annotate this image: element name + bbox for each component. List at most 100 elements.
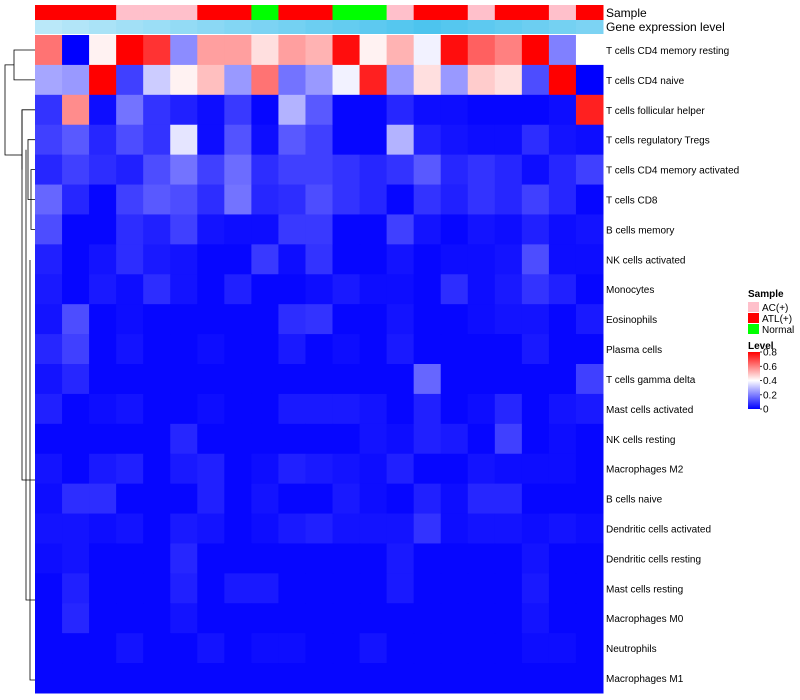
heatmap-cell — [278, 124, 306, 156]
heatmap-cell — [251, 64, 279, 96]
heatmap-cell — [305, 274, 334, 305]
heatmap-cell — [62, 423, 90, 455]
sample-annotation-cell — [62, 5, 90, 20]
heatmap-cell — [89, 244, 117, 275]
heatmap-cell — [116, 35, 144, 66]
row-label: Dendritic cells activated — [606, 525, 711, 536]
heatmap-cell — [305, 513, 334, 544]
gene-annotation-cell — [278, 20, 306, 34]
legend-level-ticks: 0.8 0.6 0.4 0.2 0 — [760, 348, 777, 416]
heatmap-cell — [305, 214, 334, 245]
legend-entry-label: ATL(+) — [762, 314, 792, 325]
heatmap-cell — [170, 244, 198, 275]
heatmap-cell — [386, 274, 415, 305]
sample-annotation-bar — [35, 5, 604, 20]
heatmap-cell — [251, 423, 279, 455]
heatmap-cell — [548, 393, 577, 425]
heatmap-cell — [521, 364, 550, 395]
heatmap-cell — [440, 154, 469, 186]
sample-annotation-cell — [413, 5, 442, 20]
row-label: T cells CD4 memory activated — [606, 166, 739, 177]
heatmap-cell — [224, 633, 252, 664]
heatmap-cell — [575, 334, 604, 365]
heatmap-cell — [170, 94, 198, 126]
heatmap-cell — [413, 663, 442, 694]
heatmap-cell — [170, 423, 198, 455]
heatmap-cell — [35, 453, 63, 485]
sample-annotation-cell — [575, 5, 604, 20]
heatmap-cell — [413, 154, 442, 186]
heatmap-cell — [548, 334, 577, 365]
heatmap-cell — [62, 274, 90, 305]
heatmap-cell — [548, 453, 577, 485]
heatmap-cell — [467, 603, 496, 634]
heatmap-cell — [467, 244, 496, 275]
heatmap-cell — [35, 663, 63, 694]
heatmap-cell — [143, 453, 171, 485]
dendrogram-branch — [27, 139, 35, 200]
heatmap-cell — [413, 393, 442, 425]
heatmap-cell — [386, 543, 415, 574]
heatmap-cell — [413, 214, 442, 245]
heatmap-cell — [89, 393, 117, 425]
heatmap-cell — [251, 633, 279, 664]
heatmap-cell — [251, 513, 279, 544]
heatmap-cell — [386, 663, 415, 694]
heatmap-cell — [305, 603, 334, 634]
heatmap-cell — [278, 453, 306, 485]
heatmap-cell — [359, 364, 388, 395]
heatmap-cell — [278, 154, 306, 186]
legend-sample-title: Sample — [748, 289, 784, 300]
heatmap-cell — [521, 64, 550, 96]
heatmap-cell — [170, 393, 198, 425]
heatmap-cell — [413, 633, 442, 664]
heatmap-cell — [575, 364, 604, 395]
gene-annotation-cell — [548, 20, 577, 34]
heatmap-cell — [467, 35, 496, 66]
gene-annotation-cell — [62, 20, 90, 34]
heatmap-cell — [413, 483, 442, 515]
heatmap-cell — [143, 244, 171, 275]
heatmap-cell — [575, 543, 604, 574]
heatmap-cell — [224, 663, 252, 694]
heatmap-cell — [467, 214, 496, 245]
heatmap-cell — [89, 35, 117, 66]
heatmap-cell — [440, 423, 469, 455]
row-label: Plasma cells — [606, 345, 662, 356]
heatmap-cell — [413, 453, 442, 485]
gene-annotation-cell — [116, 20, 144, 34]
heatmap-cell — [62, 364, 90, 395]
heatmap-cell — [494, 393, 523, 425]
heatmap-cell — [278, 393, 306, 425]
legend-swatch — [748, 313, 759, 323]
heatmap-cell — [332, 543, 361, 574]
heatmap-cell — [386, 244, 415, 275]
heatmap-cell — [359, 154, 388, 186]
heatmap-cell — [305, 663, 334, 694]
heatmap-cell — [62, 334, 90, 365]
gene-annotation-cell — [332, 20, 361, 34]
heatmap-cell — [197, 603, 225, 634]
heatmap-cell — [278, 334, 306, 365]
heatmap-cell — [413, 274, 442, 305]
heatmap-cell — [278, 184, 306, 215]
heatmap-cell — [548, 64, 577, 96]
legend-swatch — [748, 302, 759, 312]
heatmap-cell — [197, 334, 225, 365]
heatmap-cell — [197, 214, 225, 245]
heatmap-cell — [386, 573, 415, 604]
heatmap-cell — [143, 364, 171, 395]
heatmap-cell — [89, 64, 117, 96]
heatmap-cell — [35, 154, 63, 186]
heatmap-cell — [62, 543, 90, 574]
heatmap-cell — [332, 334, 361, 365]
legend-entry-label: AC(+) — [762, 303, 788, 314]
heatmap-cell — [35, 214, 63, 245]
heatmap-cell — [278, 364, 306, 395]
heatmap-cell — [116, 334, 144, 365]
heatmap-cell — [62, 483, 90, 515]
heatmap-cell — [116, 453, 144, 485]
dendrogram-branch — [30, 169, 35, 230]
heatmap-cell — [89, 453, 117, 485]
dendrogram-branch — [21, 109, 35, 481]
